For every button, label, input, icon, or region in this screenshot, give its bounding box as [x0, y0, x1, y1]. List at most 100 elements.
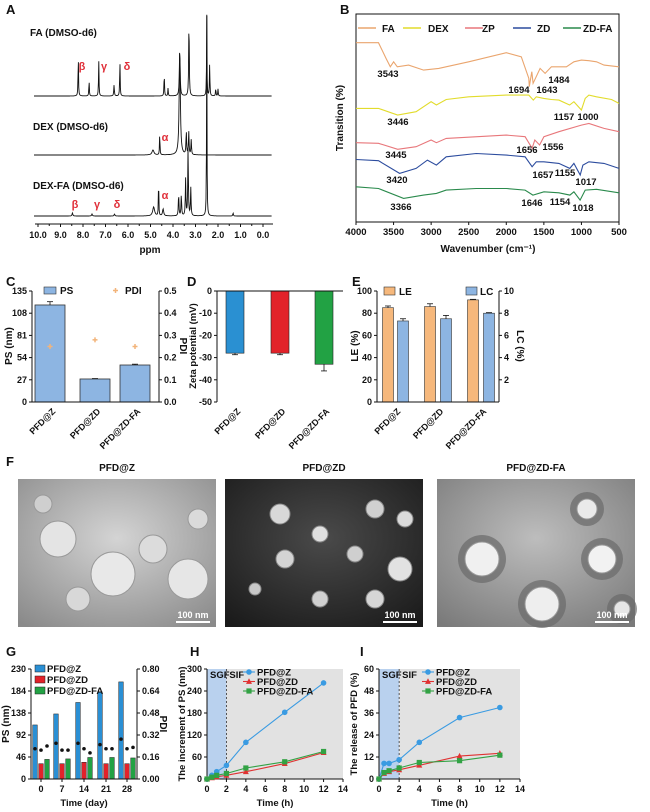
- x-tick-label: 6: [437, 784, 442, 794]
- region-label: SGF: [210, 670, 230, 681]
- panel-letter: D: [187, 274, 196, 289]
- peak-label: 3366: [390, 202, 411, 213]
- y-tick-label: 0.48: [142, 708, 160, 718]
- y-tick-label: 48: [364, 686, 374, 696]
- x-tick-label: 3.0: [189, 230, 202, 240]
- data-point: [456, 752, 463, 759]
- y-tick-label: 2: [504, 375, 509, 385]
- x-tick-label: 5.0: [144, 230, 157, 240]
- legend-label: ZD: [537, 24, 550, 35]
- y-axis-label: Zeta potential (mV): [188, 303, 199, 389]
- data-point: [281, 709, 288, 716]
- pdi-marker: [66, 748, 70, 752]
- peak-label: 1694: [508, 85, 530, 96]
- legend-marker: [246, 669, 252, 675]
- legend-label: LE: [399, 287, 412, 298]
- legend-label: LC: [480, 287, 493, 298]
- nanoparticle: [33, 494, 53, 514]
- y2-axis-label: PDI: [177, 338, 188, 355]
- bar-ps: [65, 758, 71, 780]
- y-tick-label: 0.2: [164, 353, 177, 363]
- peak-label: 3445: [385, 150, 407, 161]
- y-tick-label: 60: [192, 752, 202, 762]
- bar-ps: [75, 702, 81, 780]
- legend-label: PS: [60, 286, 74, 297]
- y-axis-label: PS (nm): [1, 705, 12, 743]
- x-tick-label: 2: [224, 784, 229, 794]
- y-tick-label: 0.3: [164, 330, 177, 340]
- y-tick-label: 135: [12, 286, 27, 296]
- peak-label: 3543: [377, 69, 398, 80]
- panel-letter: C: [6, 274, 16, 289]
- x-tick-label: 14: [79, 784, 89, 794]
- y-tick-label: 80: [362, 308, 372, 318]
- y-tick-label: -30: [199, 353, 212, 363]
- y-tick-label: 120: [187, 730, 202, 740]
- y-tick-label: 0: [367, 397, 372, 407]
- nanoparticle: [275, 549, 295, 569]
- legend-label: PFD@ZD-FA: [257, 687, 313, 698]
- pdi-marker: [82, 746, 86, 751]
- data-point: [214, 772, 220, 778]
- legend-label: DEX: [428, 24, 449, 35]
- nanoparticle: [464, 541, 500, 577]
- scale-bar-label: 100 nm: [596, 610, 627, 620]
- peak-label: 1000: [577, 112, 598, 123]
- region-label: SIF: [229, 670, 244, 681]
- x-tick-label: 2: [397, 784, 402, 794]
- legend-marker: [425, 688, 431, 694]
- bar-ps: [53, 713, 59, 780]
- category-label: PFD@Z: [373, 406, 403, 436]
- pdi-marker: [88, 751, 92, 755]
- legend-marker: [246, 678, 252, 684]
- y-axis-label: PS (nm): [4, 327, 15, 365]
- spectrum-label: DEX (DMSO-d6): [33, 122, 108, 133]
- y-tick-label: 0: [21, 774, 26, 784]
- y-tick-label: 0.00: [142, 774, 160, 784]
- nanoparticle: [138, 534, 168, 564]
- peak-label: 1646: [521, 198, 542, 209]
- y-tick-label: 0.4: [164, 308, 177, 318]
- data-point: [386, 760, 392, 767]
- data-point: [497, 752, 503, 758]
- ir-trace-dex: [356, 94, 620, 116]
- peak-label: 1157: [554, 112, 575, 123]
- nanoparticle: [587, 544, 617, 574]
- bar-ps: [59, 763, 65, 780]
- data-point: [376, 776, 382, 782]
- data-point: [396, 765, 402, 771]
- bar-ps: [34, 304, 66, 403]
- data-point: [223, 770, 230, 777]
- data-point: [243, 739, 249, 746]
- nanoparticle: [365, 499, 385, 519]
- y-tick-label: 60: [362, 330, 372, 340]
- bar-le: [467, 299, 479, 403]
- nmr-spectrum-1: [34, 52, 272, 156]
- x-tick-label: 10.0: [29, 230, 47, 240]
- data-point: [381, 760, 387, 767]
- nanoparticle: [311, 590, 329, 608]
- x-tick-label: 4000: [345, 227, 366, 238]
- x-axis-label: Time (h): [431, 798, 468, 809]
- x-tick-label: 3500: [383, 227, 404, 238]
- bar-ps: [44, 759, 50, 780]
- pdi-marker: [33, 746, 37, 751]
- peak-annotation: β: [79, 61, 86, 73]
- legend-swatch: [34, 686, 46, 695]
- bar-ps: [119, 364, 151, 403]
- ir-trace-zd: [355, 152, 620, 177]
- legend-swatch: [43, 286, 57, 295]
- scale-bar-label: 100 nm: [177, 610, 208, 620]
- y-tick-label: 36: [364, 708, 374, 718]
- peak-annotation: β: [72, 199, 79, 211]
- peak-annotation: α: [162, 190, 169, 202]
- nanoparticle: [346, 545, 364, 563]
- nanoparticle: [613, 600, 631, 618]
- bar-ps: [79, 378, 111, 403]
- x-tick-label: 1500: [533, 227, 554, 238]
- panel-letter: E: [352, 274, 361, 289]
- y-tick-label: 0: [197, 774, 202, 784]
- y-tick-label: 230: [11, 664, 26, 674]
- y-tick-label: 184: [11, 686, 26, 696]
- region-sgf: [207, 669, 227, 779]
